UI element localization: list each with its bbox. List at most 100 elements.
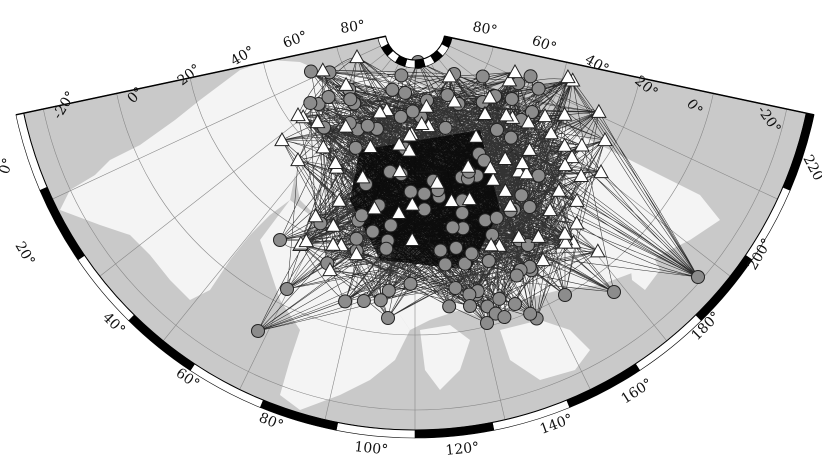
meridian-line — [442, 42, 778, 200]
station-triangle — [564, 148, 580, 164]
station-triangle — [514, 154, 531, 170]
event-circle — [438, 257, 453, 272]
event-circle — [497, 310, 512, 325]
station-triangle — [501, 72, 518, 87]
event-circle — [448, 281, 463, 296]
inner-label: 100° — [354, 439, 389, 458]
station-triangle — [443, 192, 460, 208]
station-triangle — [366, 200, 383, 215]
station-triangle — [520, 114, 537, 129]
outer-label: 80° — [339, 18, 366, 37]
station-triangle — [391, 162, 408, 178]
station-triangle — [446, 93, 463, 108]
event-circle — [381, 283, 396, 298]
event-circle — [373, 293, 388, 308]
land-southeast-asia — [500, 320, 590, 380]
event-circle — [531, 168, 546, 183]
station-triangle — [537, 107, 553, 123]
station-triangle — [518, 165, 535, 180]
event-circle — [338, 294, 353, 309]
event-circle — [417, 202, 432, 217]
station-triangle — [322, 261, 338, 277]
station-triangle — [569, 192, 585, 207]
event-circle — [509, 268, 524, 283]
station-triangle — [390, 204, 407, 219]
station-triangle — [274, 131, 290, 147]
event-circle — [433, 243, 448, 258]
station-triangle — [497, 182, 514, 197]
event-circle — [691, 270, 705, 284]
station-triangle — [498, 107, 515, 122]
land-europe — [60, 60, 345, 300]
station-triangle — [309, 113, 326, 129]
stations-layer — [274, 48, 613, 277]
event-circle — [478, 213, 493, 228]
station-triangle — [557, 225, 573, 240]
event-circle — [383, 218, 398, 233]
event-circle — [522, 199, 537, 214]
station-triangle — [391, 136, 408, 151]
outer-label: 0° — [683, 96, 705, 118]
outer-label: 80° — [471, 19, 498, 39]
station-triangle — [460, 158, 477, 173]
station-triangle — [557, 234, 574, 249]
event-circle — [455, 206, 470, 221]
station-triangle — [560, 69, 576, 84]
station-triangle — [483, 237, 499, 252]
event-circle — [273, 233, 287, 247]
station-triangle — [325, 217, 342, 232]
event-circle — [462, 287, 477, 302]
station-triangle — [573, 167, 590, 183]
station-triangle — [418, 98, 435, 113]
station-triangle — [468, 128, 484, 143]
event-circle — [405, 104, 420, 119]
event-circle — [354, 208, 369, 223]
station-triangle — [298, 232, 315, 248]
event-circle — [365, 224, 380, 239]
station-triangle — [362, 138, 379, 154]
event-circle — [489, 210, 504, 225]
station-triangle — [354, 169, 371, 184]
event-circle — [321, 90, 336, 105]
station-triangle — [591, 103, 607, 118]
parallel-line — [43, 108, 787, 411]
station-triangle — [535, 251, 551, 267]
event-circle — [475, 69, 490, 84]
event-circle — [343, 92, 358, 107]
station-triangle — [372, 104, 388, 119]
station-triangle — [574, 137, 590, 152]
event-circle — [303, 95, 318, 110]
land-south-asia — [420, 325, 470, 390]
event-circle — [492, 291, 507, 306]
event-circle — [457, 256, 472, 271]
event-circle — [477, 153, 492, 168]
station-triangle — [557, 156, 573, 172]
event-circle — [403, 184, 418, 199]
event-circle — [523, 306, 538, 321]
event-circle — [280, 282, 294, 296]
station-triangle — [589, 243, 606, 258]
event-circle — [463, 299, 477, 313]
station-triangle — [542, 201, 558, 217]
event-circle — [481, 253, 496, 268]
station-triangle — [521, 141, 538, 156]
station-triangle — [337, 118, 354, 133]
event-circle — [385, 82, 400, 97]
station-triangle — [593, 163, 609, 179]
station-triangle — [507, 63, 523, 79]
station-triangle — [331, 192, 348, 207]
station-triangle — [290, 151, 306, 167]
station-triangle — [307, 208, 324, 223]
event-circle — [531, 81, 546, 96]
outer-label: 0° — [0, 156, 17, 176]
event-circle — [523, 69, 538, 84]
inner-label: 20° — [12, 239, 38, 269]
event-circle — [349, 231, 364, 246]
event-circle — [508, 297, 522, 311]
station-triangle — [477, 105, 493, 121]
event-circle — [503, 130, 518, 145]
map-frame — [15, 35, 815, 439]
event-circle — [449, 240, 464, 255]
